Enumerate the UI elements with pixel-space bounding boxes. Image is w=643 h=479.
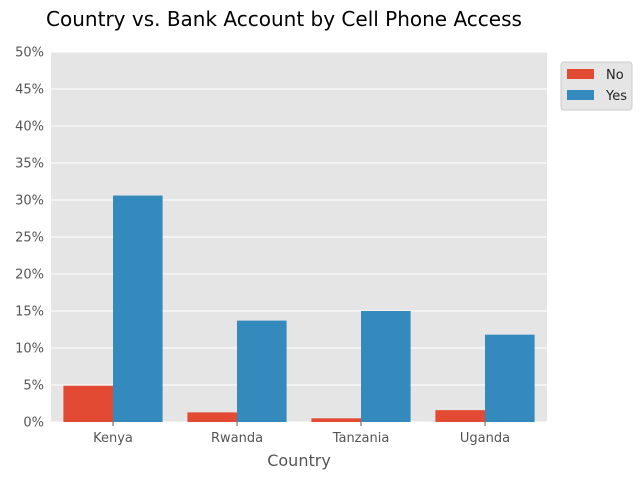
x-tick-label: Uganda: [460, 431, 510, 446]
y-tick-label: 35%: [15, 157, 44, 172]
legend-swatch-no: [567, 69, 594, 79]
legend-swatch-yes: [567, 90, 594, 100]
y-axis-ticks: 0% 5% 10% 15% 20% 25% 30% 35% 40% 45% 50%: [15, 46, 44, 431]
bar-yes-kenya: [113, 195, 163, 422]
y-tick-label: 10%: [15, 342, 44, 357]
y-tick-label: 40%: [15, 120, 44, 135]
x-tick-label: Kenya: [93, 431, 133, 446]
bar-no-uganda: [435, 410, 485, 422]
y-tick-label: 20%: [15, 268, 44, 283]
bar-yes-uganda: [485, 334, 535, 422]
chart-title: Country vs. Bank Account by Cell Phone A…: [46, 7, 522, 31]
bar-no-kenya: [63, 385, 113, 422]
bar-yes-rwanda: [237, 320, 287, 422]
x-tick-label: Rwanda: [211, 431, 263, 446]
legend-label-yes: Yes: [605, 89, 627, 104]
x-tick-label: Tanzania: [332, 431, 390, 446]
bar-yes-tanzania: [361, 311, 411, 422]
legend: No Yes: [560, 61, 633, 111]
y-tick-label: 50%: [15, 46, 44, 61]
y-tick-label: 15%: [15, 305, 44, 320]
x-axis-label: Country: [267, 451, 331, 470]
y-tick-label: 30%: [15, 194, 44, 209]
y-tick-label: 25%: [15, 231, 44, 246]
y-tick-label: 45%: [15, 83, 44, 98]
bar-no-tanzania: [311, 418, 361, 422]
y-tick-label: 0%: [23, 416, 44, 431]
legend-label-no: No: [606, 68, 624, 83]
x-axis-ticks: Kenya Rwanda Tanzania Uganda: [93, 422, 510, 446]
bar-no-rwanda: [187, 412, 237, 422]
bars: [63, 195, 535, 422]
y-tick-label: 5%: [23, 379, 44, 394]
